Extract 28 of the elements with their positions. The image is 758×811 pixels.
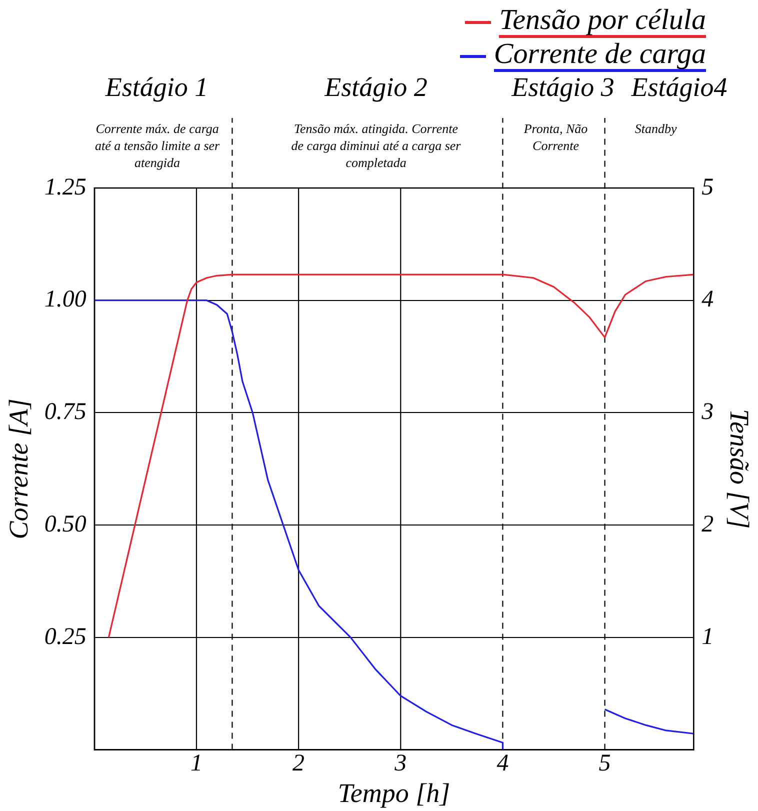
legend-label: Tensão por célula (499, 4, 706, 38)
y2-axis-title: Tensão [V] (724, 409, 755, 529)
text: Estágio4 (631, 72, 728, 103)
y-tick-label: 0.50 (44, 511, 86, 538)
text: Estágio 1 (105, 72, 208, 103)
y2-tick-label: 3 (700, 399, 714, 426)
x-axis-title: Tempo [h] (338, 778, 450, 808)
y2-tick-label: 5 (702, 174, 714, 200)
text: Standby (634, 120, 678, 137)
text: Corrente máx. de carga até a tensão limite a ser atengida (94, 120, 221, 171)
x-tick-label: 2 (292, 750, 305, 777)
text: Estágio 2 (324, 72, 428, 103)
y-tick-label: 0.75 (44, 399, 86, 426)
x-tick-label: 1 (190, 750, 202, 777)
y-axis-title: Corrente [A] (3, 398, 34, 540)
text: Estágio 3 (512, 72, 614, 103)
x-tick-label: 3 (394, 750, 407, 777)
y2-tick-label: 2 (702, 511, 714, 538)
y-tick-label: 1.25 (44, 174, 86, 200)
x-tick-label: 5 (598, 750, 611, 777)
y-tick-label: 1.00 (44, 286, 86, 313)
x-tick-label: 4 (496, 750, 509, 777)
text: Pronta, Não Corrente (522, 120, 589, 154)
y-tick-label: 0.25 (44, 624, 86, 650)
legend-label: Corrente de carga (494, 38, 706, 72)
text: Tensão máx. atingida. Corrente de carga diminui até a carga ser completada (291, 120, 462, 171)
y2-tick-label: 4 (702, 286, 714, 313)
y2-tick-label: 1 (702, 624, 714, 650)
